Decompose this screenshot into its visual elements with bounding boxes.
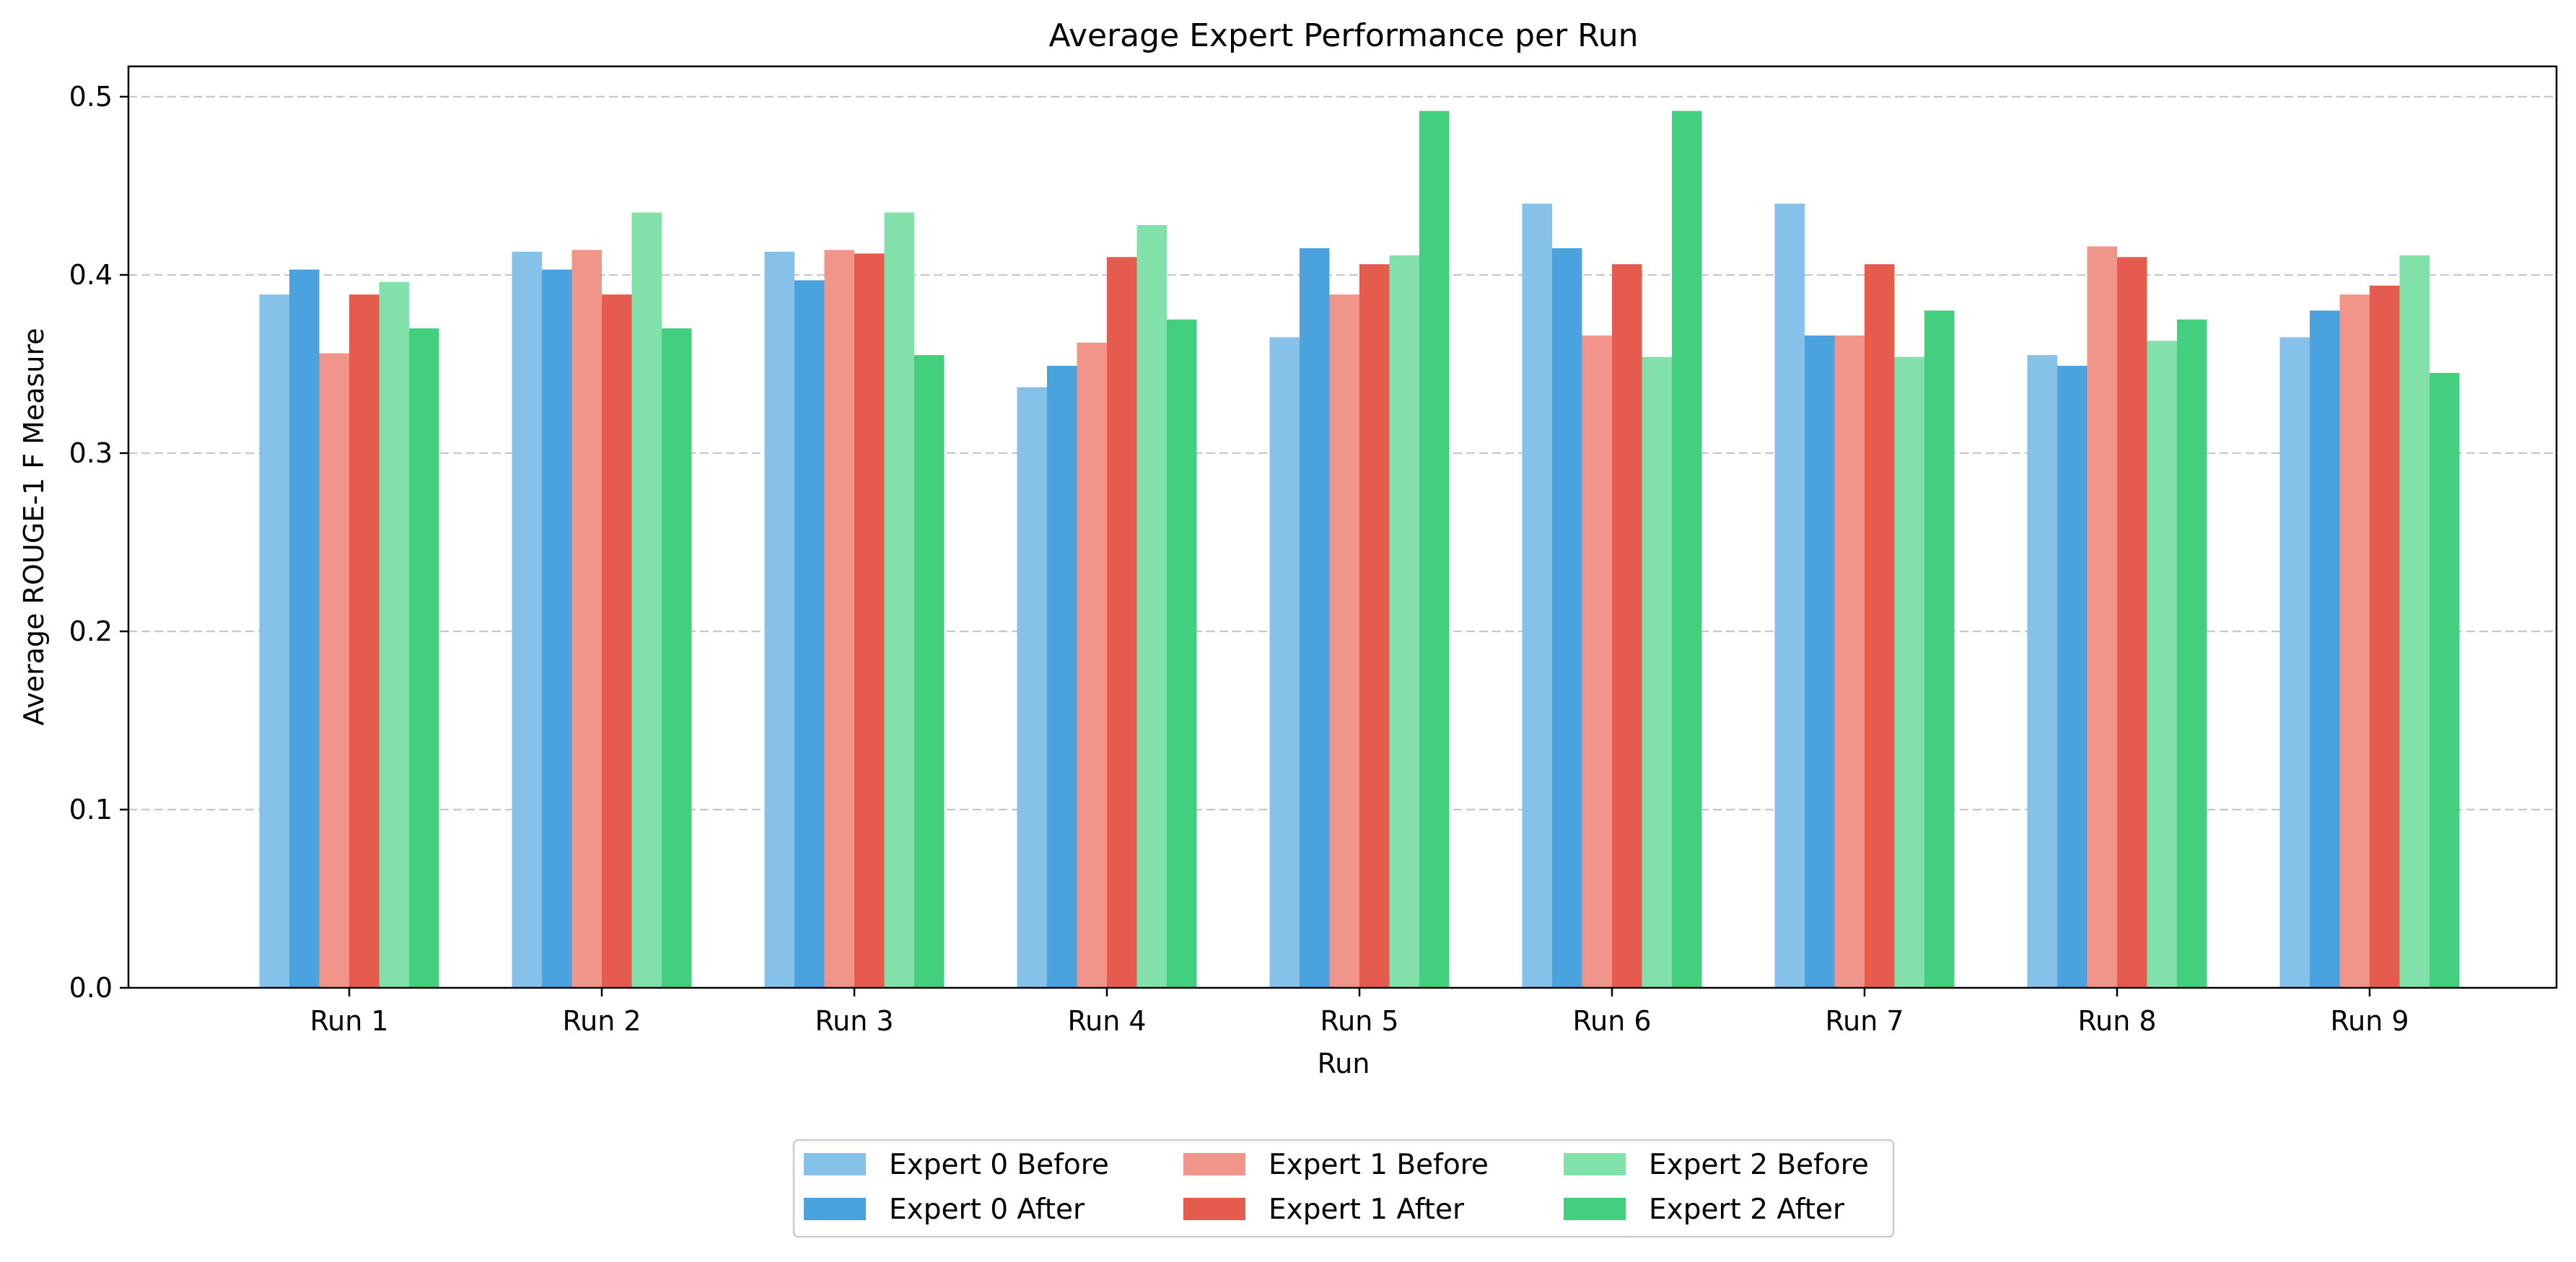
bar-expert-0-before-run-7: [1774, 203, 1805, 988]
bar-expert-2-before-run-6: [1642, 356, 1672, 988]
bar-expert-0-after-run-9: [2310, 310, 2340, 988]
bar-expert-0-before-run-3: [764, 251, 794, 988]
x-tick-label: Run 7: [1825, 1005, 1903, 1037]
x-tick-label: Run 9: [2330, 1005, 2409, 1037]
x-tick-label: Run 5: [1320, 1005, 1398, 1037]
plot-frame: [127, 65, 2558, 989]
x-axis-label: Run: [1318, 1048, 1370, 1079]
axis-ticks: 0.0 0.1 0.2 0.3 0.4 0.5 Run 1 Run 2 Run 3 Run 4 Ru…: [69, 81, 2409, 1037]
bar-expert-2-before-run-5: [1389, 255, 1419, 989]
bar-expert-2-after-run-8: [2177, 319, 2207, 988]
bar-expert-0-after-run-6: [1552, 247, 1582, 988]
y-axis-label: Average ROUGE-1 F Measure: [18, 328, 50, 725]
legend-label: Expert 2 After: [1649, 1193, 1845, 1226]
bar-expert-1-before-run-8: [2087, 246, 2117, 989]
bar-expert-2-before-run-4: [1136, 224, 1167, 988]
bar-expert-2-before-run-9: [2399, 255, 2430, 989]
bar-expert-1-before-run-1: [319, 353, 349, 989]
y-tick-label: 0.2: [69, 615, 113, 647]
bars: [259, 110, 2460, 989]
legend-label: Expert 1 After: [1269, 1193, 1465, 1226]
bar-expert-2-after-run-5: [1419, 110, 1450, 988]
bar-expert-2-after-run-6: [1672, 110, 1702, 988]
chart-title: Average Expert Performance per Run: [1048, 17, 1638, 54]
legend: Expert 0 Before Expert 0 After Expert 1 Be…: [792, 1139, 1895, 1238]
bar-expert-0-before-run-6: [1522, 203, 1552, 988]
bar-expert-2-after-run-9: [2430, 372, 2460, 988]
bar-expert-2-before-run-3: [884, 212, 914, 988]
legend-swatch: [1564, 1198, 1626, 1220]
bar-expert-1-before-run-2: [571, 250, 602, 988]
bar-expert-1-after-run-4: [1107, 257, 1137, 988]
bar-expert-0-after-run-1: [289, 269, 320, 988]
bar-expert-0-before-run-8: [2027, 355, 2057, 988]
legend-swatch: [804, 1153, 866, 1175]
y-tick-label: 0.1: [69, 794, 113, 825]
bar-expert-2-before-run-2: [631, 212, 662, 988]
bar-expert-1-after-run-3: [854, 253, 885, 988]
legend-label: Expert 0 Before: [889, 1149, 1109, 1181]
bar-expert-0-after-run-7: [1805, 335, 1835, 989]
y-tick-label: 0.3: [69, 437, 113, 469]
bar-expert-0-after-run-4: [1047, 365, 1077, 988]
bar-expert-1-after-run-9: [2370, 285, 2400, 988]
bar-expert-2-before-run-8: [2147, 341, 2177, 989]
bar-expert-0-before-run-4: [1017, 387, 1047, 988]
x-tick-label: Run 3: [815, 1005, 893, 1037]
bar-expert-0-after-run-5: [1300, 247, 1330, 988]
bar-expert-0-after-run-3: [794, 280, 825, 988]
bar-expert-1-before-run-3: [824, 250, 854, 988]
bar-expert-2-after-run-2: [662, 328, 692, 988]
bar-expert-0-before-run-9: [2279, 337, 2310, 988]
legend-swatch: [1183, 1153, 1245, 1175]
bar-expert-0-before-run-2: [512, 251, 542, 988]
bar-expert-1-before-run-5: [1329, 294, 1359, 988]
bar-expert-0-after-run-2: [542, 269, 572, 988]
x-tick-label: Run 4: [1067, 1005, 1146, 1037]
bar-expert-2-after-run-1: [409, 328, 439, 988]
bar-expert-0-before-run-1: [259, 294, 289, 988]
bar-expert-1-after-run-8: [2117, 257, 2147, 988]
bar-expert-0-before-run-5: [1269, 337, 1300, 988]
bar-expert-2-after-run-3: [914, 355, 945, 988]
bar-expert-1-after-run-6: [1612, 264, 1642, 989]
y-tick-label: 0.5: [69, 81, 113, 113]
bar-expert-2-after-run-7: [1924, 310, 1955, 988]
bar-expert-1-before-run-7: [1834, 335, 1865, 989]
legend-label: Expert 2 Before: [1649, 1149, 1869, 1181]
bar-expert-1-after-run-1: [349, 294, 380, 988]
bar-expert-2-before-run-7: [1894, 356, 1924, 988]
bar-expert-1-before-run-4: [1077, 342, 1107, 988]
bar-expert-1-after-run-7: [1865, 264, 1895, 989]
x-tick-label: Run 8: [2077, 1005, 2156, 1037]
bar-expert-1-after-run-5: [1359, 264, 1390, 989]
y-tick-label: 0.0: [69, 972, 113, 1004]
legend-label: Expert 1 Before: [1269, 1149, 1489, 1181]
bar-expert-1-after-run-2: [602, 294, 632, 988]
bar-expert-2-before-run-1: [379, 281, 409, 989]
x-tick-label: Run 6: [1572, 1005, 1651, 1037]
legend-label: Expert 0 After: [889, 1193, 1085, 1226]
legend-swatch: [1183, 1198, 1245, 1220]
bar-expert-2-after-run-4: [1167, 319, 1197, 988]
x-tick-label: Run 1: [310, 1005, 388, 1037]
bar-expert-1-before-run-9: [2339, 294, 2370, 988]
y-tick-label: 0.4: [69, 259, 113, 291]
bar-expert-1-before-run-6: [1582, 335, 1612, 989]
legend-swatch: [1564, 1153, 1626, 1175]
bar-expert-0-after-run-8: [2057, 365, 2087, 988]
x-tick-label: Run 2: [562, 1005, 641, 1037]
legend-swatch: [804, 1198, 866, 1220]
